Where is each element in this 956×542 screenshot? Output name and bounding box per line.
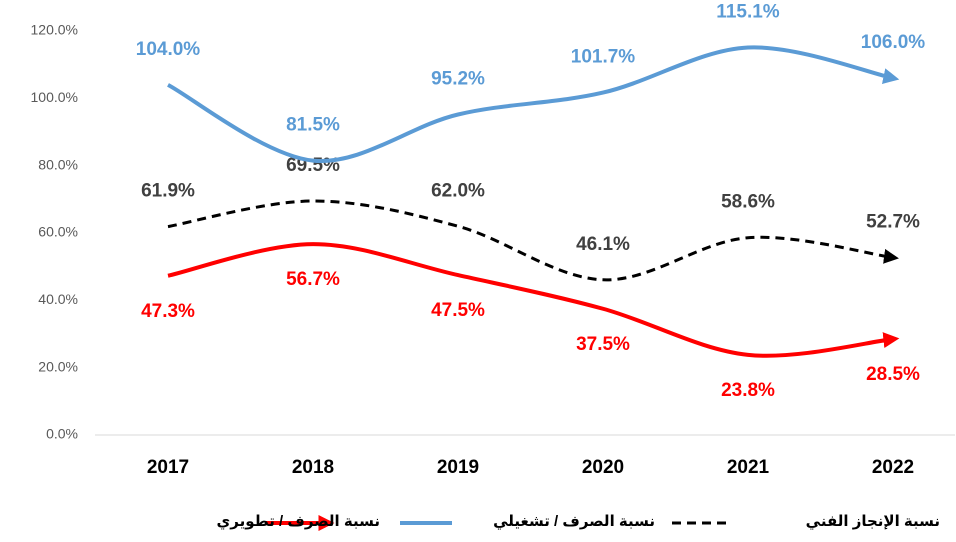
y-tick-label: 60.0% — [38, 224, 78, 240]
series-line — [167, 45, 900, 163]
data-label: 101.7% — [571, 47, 636, 68]
x-tick-label: 2020 — [582, 457, 624, 478]
legend-label: نسبة الصرف / تشغيلي — [493, 513, 655, 530]
y-tick-label: 80.0% — [38, 156, 78, 172]
x-tick-label: 2017 — [147, 457, 189, 478]
data-label: 58.6% — [721, 192, 775, 213]
x-tick-label: 2022 — [872, 457, 914, 478]
data-label: 47.3% — [141, 301, 195, 322]
data-label: 47.5% — [431, 300, 485, 321]
series-line — [167, 199, 899, 282]
x-tick-label: 2021 — [727, 457, 770, 478]
data-label: 81.5% — [286, 115, 340, 136]
data-label: 37.5% — [576, 334, 630, 355]
data-label: 104.0% — [136, 39, 201, 60]
data-label: 56.7% — [286, 269, 340, 290]
data-label: 23.8% — [721, 380, 775, 401]
legend-label: نسبة الإنجاز الفني — [806, 513, 940, 530]
data-label: 28.5% — [866, 364, 920, 385]
data-label: 46.1% — [576, 234, 630, 255]
data-label: 106.0% — [861, 32, 926, 53]
series-line — [167, 242, 900, 358]
x-tick-label: 2019 — [437, 457, 479, 478]
data-label: 61.9% — [141, 181, 195, 202]
data-label: 52.7% — [866, 212, 920, 233]
x-tick-label: 2018 — [292, 457, 334, 478]
y-tick-label: 40.0% — [38, 291, 78, 307]
legend-label: نسبة الصرف / تطويري — [217, 513, 380, 531]
y-tick-label: 120.0% — [31, 22, 78, 38]
y-tick-label: 0.0% — [46, 426, 78, 442]
data-label: 62.0% — [431, 180, 485, 201]
data-label: 115.1% — [716, 2, 779, 23]
data-label: 95.2% — [431, 69, 485, 90]
y-tick-label: 20.0% — [38, 358, 78, 374]
y-tick-label: 100.0% — [31, 89, 78, 105]
